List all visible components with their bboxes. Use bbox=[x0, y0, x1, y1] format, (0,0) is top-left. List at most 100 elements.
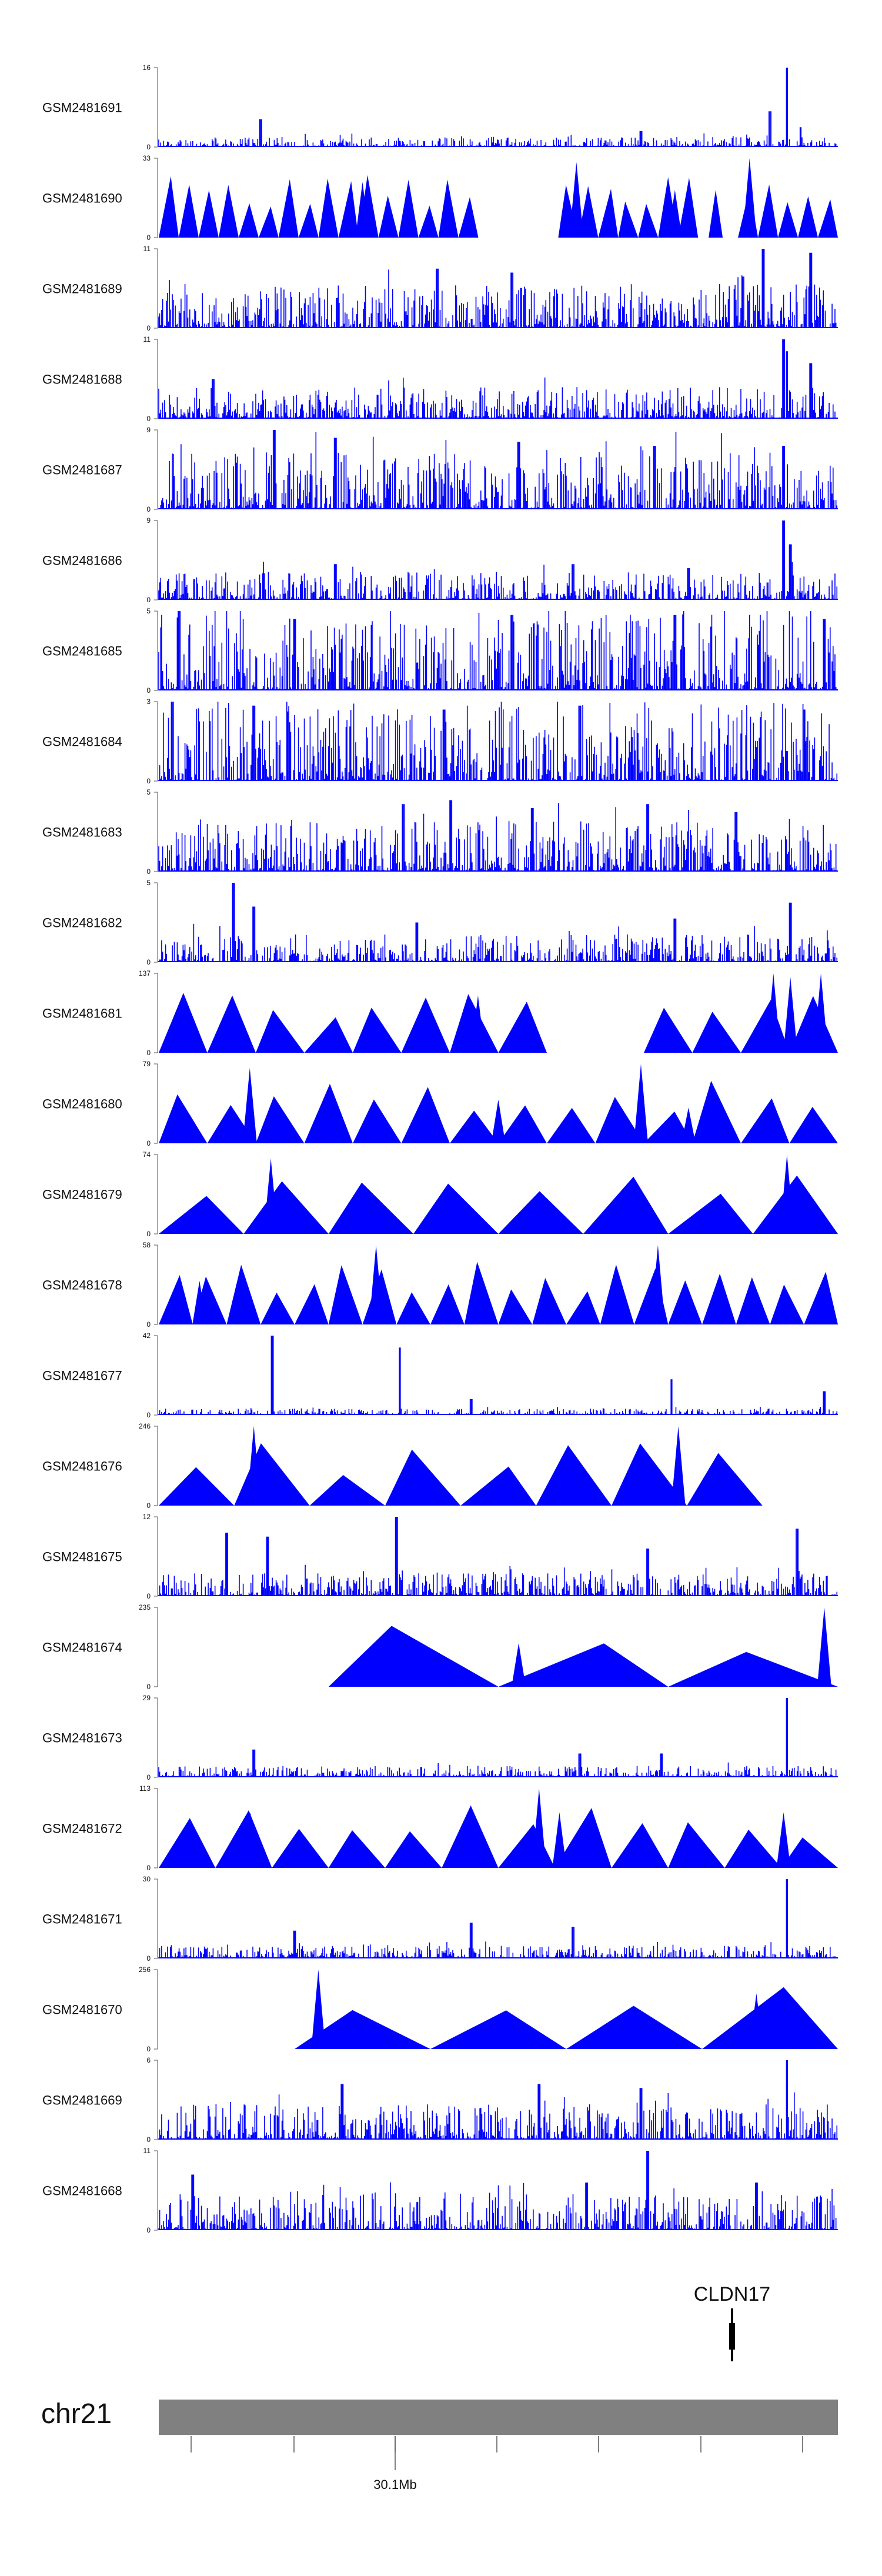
track-label: GSM2481675 bbox=[42, 1550, 122, 1564]
signal-peak bbox=[692, 1080, 741, 1143]
y-tick-label-max: 11 bbox=[143, 335, 151, 343]
signal-peak bbox=[385, 1831, 442, 1868]
track-GSM2481672: GSM2481672 113 0 bbox=[42, 1784, 838, 1872]
y-tick-label-max: 5 bbox=[146, 788, 151, 796]
track-y-axis: 50 bbox=[146, 879, 158, 966]
track-GSM2481678: GSM2481678 58 0 bbox=[42, 1241, 838, 1329]
track-y-axis: 90 bbox=[146, 426, 158, 513]
signal-peak bbox=[258, 206, 279, 238]
signal-peak bbox=[396, 1292, 430, 1324]
signal-peak bbox=[328, 1265, 363, 1324]
track-y-axis: 12 0 bbox=[143, 1513, 158, 1600]
signal-spike bbox=[552, 1812, 567, 1868]
signal-peak bbox=[256, 1096, 305, 1143]
signal-peak bbox=[498, 1002, 547, 1053]
track-label: GSM2481685 bbox=[42, 644, 122, 659]
signal-peak bbox=[458, 197, 479, 238]
signal-peak bbox=[583, 1176, 669, 1234]
signal-peak bbox=[413, 1183, 499, 1234]
signal-peak bbox=[578, 186, 599, 238]
track-label: GSM2481686 bbox=[42, 553, 122, 568]
gene-model-exon bbox=[729, 2323, 735, 2350]
signal-peak bbox=[460, 1466, 536, 1506]
track-y-axis: 11 0 bbox=[143, 2147, 158, 2234]
signal-peak bbox=[450, 994, 499, 1053]
signal-peak bbox=[724, 1830, 781, 1868]
y-tick-label-max: 5 bbox=[146, 879, 151, 887]
y-tick-label-max: 12 bbox=[143, 1513, 151, 1521]
y-tick-label-min: 0 bbox=[146, 143, 151, 151]
signal bbox=[158, 1336, 838, 1415]
signal-peak bbox=[159, 1275, 193, 1324]
signal-peak bbox=[668, 1822, 725, 1868]
signal-peak bbox=[498, 1643, 669, 1687]
track-label: GSM2481679 bbox=[42, 1187, 122, 1202]
signal-peak bbox=[207, 995, 256, 1053]
track-y-axis: 90 bbox=[146, 516, 158, 604]
position-label: 30.1Mb bbox=[373, 2477, 416, 2492]
signal bbox=[159, 1064, 838, 1143]
y-tick-label-min: 0 bbox=[146, 1683, 151, 1691]
signal-peak bbox=[566, 2006, 702, 2049]
signal-spike bbox=[650, 1245, 665, 1324]
signal-peak bbox=[401, 997, 450, 1053]
y-tick-label-min: 0 bbox=[146, 777, 151, 785]
signal bbox=[158, 68, 838, 147]
signal-spike bbox=[766, 973, 781, 1053]
signal-peak bbox=[328, 1830, 385, 1868]
signal-spike bbox=[783, 977, 798, 1053]
signal-peak bbox=[430, 1284, 465, 1324]
track-y-axis: 60 bbox=[146, 2056, 158, 2144]
signal-spike bbox=[243, 1812, 258, 1868]
signal-peak bbox=[198, 190, 219, 238]
signal bbox=[158, 883, 838, 962]
signal-peak bbox=[304, 1017, 353, 1053]
signal-peak bbox=[600, 1264, 634, 1324]
signal-peak bbox=[498, 1105, 547, 1143]
signal-peak bbox=[179, 184, 199, 238]
track-label: GSM2481688 bbox=[42, 372, 122, 387]
track-GSM2481689: GSM2481689 11 0 bbox=[42, 245, 838, 332]
track-y-axis: 11 0 bbox=[143, 335, 158, 423]
signal-peak bbox=[702, 1273, 736, 1324]
signal-peak bbox=[442, 1805, 499, 1868]
track-GSM2481680: GSM2481680 79 0 bbox=[42, 1060, 838, 1147]
y-tick-label-max: 33 bbox=[143, 154, 151, 162]
signal-peak bbox=[668, 1193, 753, 1234]
track-GSM2481688: GSM2481688 11 0 bbox=[42, 335, 838, 423]
signal-peak bbox=[401, 1087, 450, 1143]
track-label: GSM2481680 bbox=[42, 1097, 122, 1112]
signal bbox=[158, 1517, 838, 1596]
signal-spike bbox=[470, 995, 485, 1053]
track-GSM2481679: GSM2481679 74 0 bbox=[42, 1150, 838, 1238]
signal-spike bbox=[742, 158, 757, 238]
signal-peak bbox=[385, 1449, 461, 1506]
track-GSM2481671: GSM2481671 30 0 bbox=[42, 1875, 838, 1963]
signal-peak bbox=[353, 1099, 402, 1143]
y-tick-label-max: 42 bbox=[143, 1332, 151, 1340]
y-tick-label-max: 235 bbox=[139, 1603, 151, 1611]
y-tick-label-min: 0 bbox=[146, 1139, 151, 1147]
gene-annotation: CLDN17 bbox=[694, 2283, 770, 2361]
y-tick-label-max: 11 bbox=[143, 2147, 151, 2155]
signal-peak bbox=[798, 196, 818, 238]
y-tick-label-min: 0 bbox=[146, 2045, 151, 2053]
track-label: GSM2481676 bbox=[42, 1459, 122, 1474]
y-tick-label-max: 79 bbox=[143, 1060, 151, 1068]
y-tick-label-min: 0 bbox=[146, 233, 151, 242]
y-tick-label-max: 6 bbox=[146, 2056, 151, 2064]
track-label: GSM2481668 bbox=[42, 2184, 122, 2198]
signal bbox=[159, 1788, 838, 1868]
signal-peak bbox=[804, 1272, 838, 1324]
y-tick-label-min: 0 bbox=[146, 1230, 151, 1238]
signal-peak bbox=[398, 179, 419, 238]
signal-spike bbox=[667, 190, 682, 238]
track-label: GSM2481689 bbox=[42, 282, 122, 296]
track-label: GSM2481673 bbox=[42, 1731, 122, 1746]
y-tick-label-min: 0 bbox=[146, 2135, 151, 2144]
signal bbox=[159, 1154, 838, 1234]
